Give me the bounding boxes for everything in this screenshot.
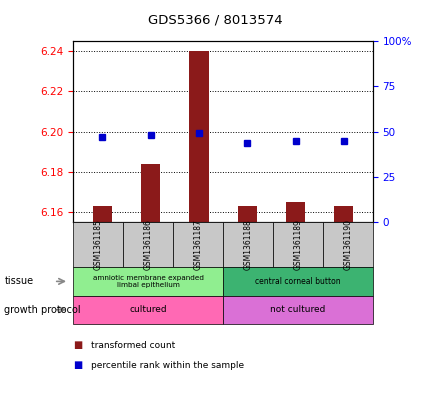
Text: GSM1361187: GSM1361187 (193, 219, 202, 270)
Text: GSM1361190: GSM1361190 (343, 219, 352, 270)
Text: GSM1361186: GSM1361186 (143, 219, 152, 270)
Text: amniotic membrane expanded
limbal epithelium: amniotic membrane expanded limbal epithe… (92, 275, 203, 288)
Text: growth protocol: growth protocol (4, 305, 81, 315)
Text: ■: ■ (73, 340, 82, 351)
Bar (285, 202, 304, 222)
Text: central corneal button: central corneal button (255, 277, 340, 286)
Text: not cultured: not cultured (270, 305, 325, 314)
Bar (237, 206, 256, 222)
Text: GSM1361189: GSM1361189 (293, 219, 302, 270)
Bar (92, 206, 112, 222)
Text: cultured: cultured (129, 305, 166, 314)
Text: GDS5366 / 8013574: GDS5366 / 8013574 (148, 14, 282, 27)
Text: ■: ■ (73, 360, 82, 370)
Bar (189, 51, 208, 222)
Bar (333, 206, 353, 222)
Text: GSM1361188: GSM1361188 (243, 219, 252, 270)
Text: percentile rank within the sample: percentile rank within the sample (90, 361, 243, 369)
Text: GSM1361185: GSM1361185 (93, 219, 102, 270)
Text: tissue: tissue (4, 276, 34, 286)
Text: transformed count: transformed count (90, 341, 174, 350)
Bar (141, 164, 160, 222)
